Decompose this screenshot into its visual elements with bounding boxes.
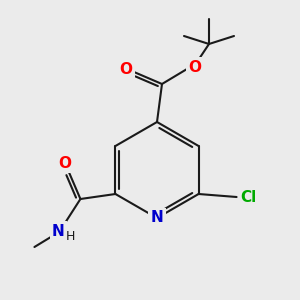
Text: H: H <box>66 230 75 244</box>
Text: O: O <box>188 59 202 74</box>
Text: N: N <box>52 224 65 238</box>
Text: N: N <box>151 211 164 226</box>
Text: O: O <box>58 155 71 170</box>
Text: Cl: Cl <box>240 190 257 205</box>
Text: O: O <box>119 61 133 76</box>
